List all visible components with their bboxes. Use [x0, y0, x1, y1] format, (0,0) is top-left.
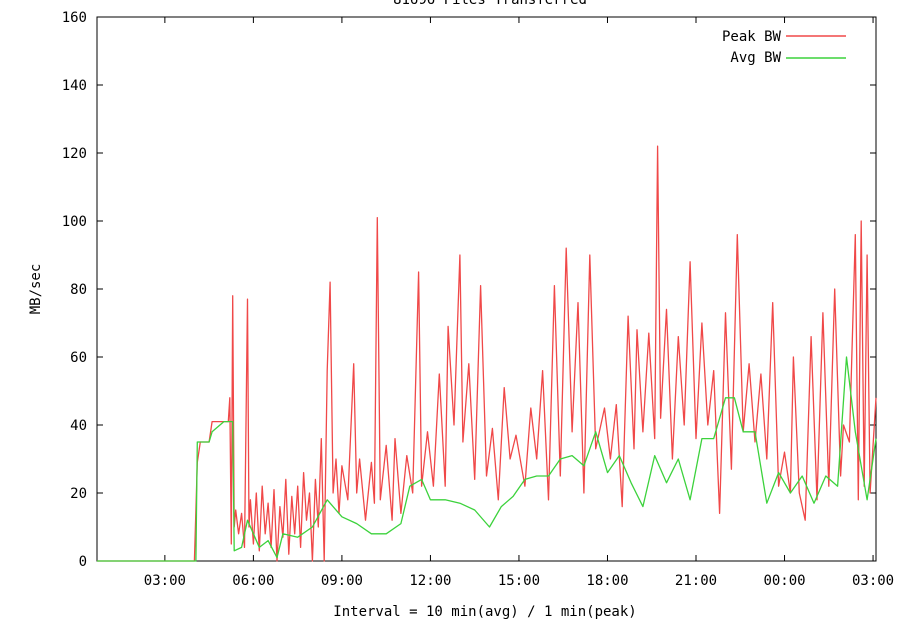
y-tick-label: 40 [70, 418, 87, 434]
x-tick-label: 03:00 [144, 573, 186, 589]
y-tick-label: 60 [70, 350, 87, 366]
y-tick-label: 140 [62, 78, 87, 94]
x-tick-label: 21:00 [675, 573, 717, 589]
legend-label-avg: Avg BW [730, 50, 781, 66]
y-tick-label: 100 [62, 214, 87, 230]
y-tick-label: 20 [70, 486, 87, 502]
x-tick-label: 06:00 [232, 573, 274, 589]
x-tick-label: 18:00 [586, 573, 628, 589]
y-axis: 0 20 40 60 80 100 120 140 160 [62, 10, 876, 570]
y-tick-label: 120 [62, 146, 87, 162]
x-tick-label: 15:00 [498, 573, 540, 589]
y-tick-label: 160 [62, 10, 87, 26]
chart-title: 81696 Files Transferred [393, 0, 587, 8]
series-layer [97, 145, 877, 562]
x-axis: 03:00 06:00 09:00 12:00 15:00 18:00 21:00 00:00… [144, 17, 894, 589]
series-line-peak-bw [97, 145, 877, 562]
plot-frame [96, 16, 877, 562]
legend: Peak BW Avg BW [722, 29, 846, 66]
y-axis-label: MB/sec [28, 264, 44, 315]
x-tick-label: 09:00 [321, 573, 363, 589]
x-tick-label: 00:00 [763, 573, 805, 589]
series-line-avg-bw [97, 356, 877, 562]
y-tick-label: 0 [79, 554, 87, 570]
x-axis-label: Interval = 10 min(avg) / 1 min(peak) [333, 604, 636, 620]
x-tick-label: 03:00 [852, 573, 894, 589]
y-tick-label: 80 [70, 282, 87, 298]
legend-label-peak: Peak BW [722, 29, 782, 45]
x-tick-label: 12:00 [409, 573, 451, 589]
